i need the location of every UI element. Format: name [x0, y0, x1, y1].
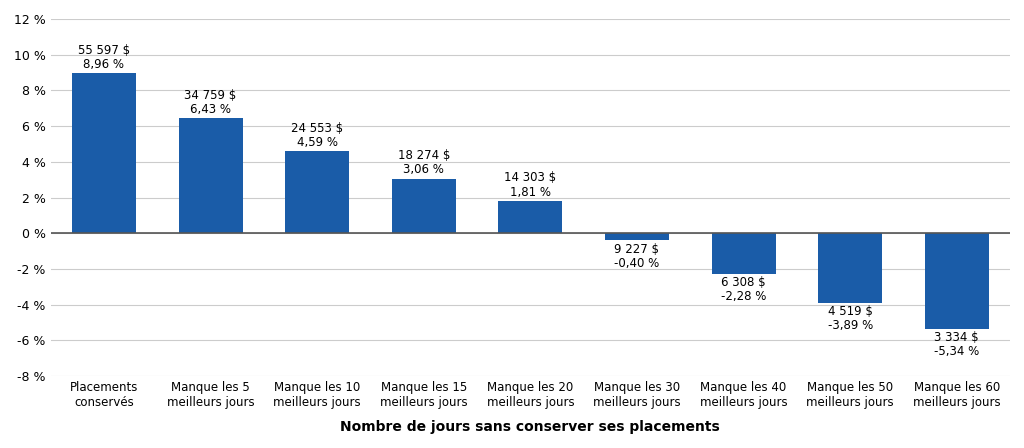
Text: 24 553 $: 24 553 $	[291, 122, 343, 135]
Bar	[285, 151, 349, 233]
Bar	[72, 73, 136, 233]
Text: 4,59 %: 4,59 %	[297, 136, 338, 149]
Bar	[925, 233, 989, 329]
Text: 1,81 %: 1,81 %	[510, 186, 551, 199]
Text: 4 519 $: 4 519 $	[827, 305, 872, 318]
Text: 14 303 $: 14 303 $	[504, 172, 556, 185]
Text: 18 274 $: 18 274 $	[397, 149, 450, 162]
Text: 34 759 $: 34 759 $	[184, 89, 237, 102]
Bar	[605, 233, 669, 241]
Text: -0,40 %: -0,40 %	[614, 257, 659, 270]
Bar	[818, 233, 883, 303]
Bar	[178, 118, 243, 233]
Bar	[499, 201, 562, 233]
Text: 55 597 $: 55 597 $	[78, 44, 130, 57]
Text: -5,34 %: -5,34 %	[934, 345, 979, 358]
Text: 9 227 $: 9 227 $	[614, 242, 659, 255]
X-axis label: Nombre de jours sans conserver ses placements: Nombre de jours sans conserver ses place…	[341, 420, 720, 434]
Text: -3,89 %: -3,89 %	[827, 319, 872, 332]
Text: 3,06 %: 3,06 %	[403, 164, 444, 177]
Text: 6 308 $: 6 308 $	[721, 276, 766, 289]
Text: 3 334 $: 3 334 $	[935, 331, 979, 344]
Text: 8,96 %: 8,96 %	[83, 58, 125, 71]
Bar	[712, 233, 775, 274]
Text: -2,28 %: -2,28 %	[721, 290, 766, 303]
Text: 6,43 %: 6,43 %	[190, 103, 231, 116]
Bar	[392, 179, 456, 233]
